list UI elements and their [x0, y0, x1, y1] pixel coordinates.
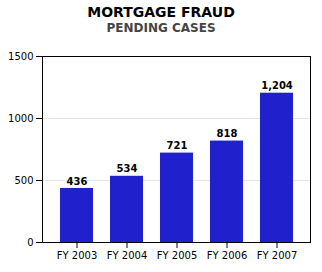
svg-text:534: 534: [117, 163, 138, 174]
svg-text:1500: 1500: [8, 51, 33, 62]
svg-text:FY 2006: FY 2006: [207, 250, 248, 261]
html-text:MORTGAGE FRAUD: MORTGAGE FRAUD: [87, 4, 235, 20]
svg-text:FY 2005: FY 2005: [157, 250, 198, 261]
svg-text:818: 818: [217, 128, 238, 139]
svg-text:0: 0: [27, 237, 33, 248]
svg-text:436: 436: [67, 176, 88, 187]
svg-text:FY 2003: FY 2003: [57, 250, 98, 261]
svg-text:500: 500: [14, 175, 33, 186]
svg-text:1000: 1000: [8, 113, 33, 124]
svg-text:FY 2004: FY 2004: [107, 250, 148, 261]
svg-text:721: 721: [167, 140, 188, 151]
html-text:PENDING CASES: PENDING CASES: [106, 21, 216, 35]
svg-text:1,204: 1,204: [261, 80, 293, 91]
svg-text:FY 2007: FY 2007: [257, 250, 298, 261]
